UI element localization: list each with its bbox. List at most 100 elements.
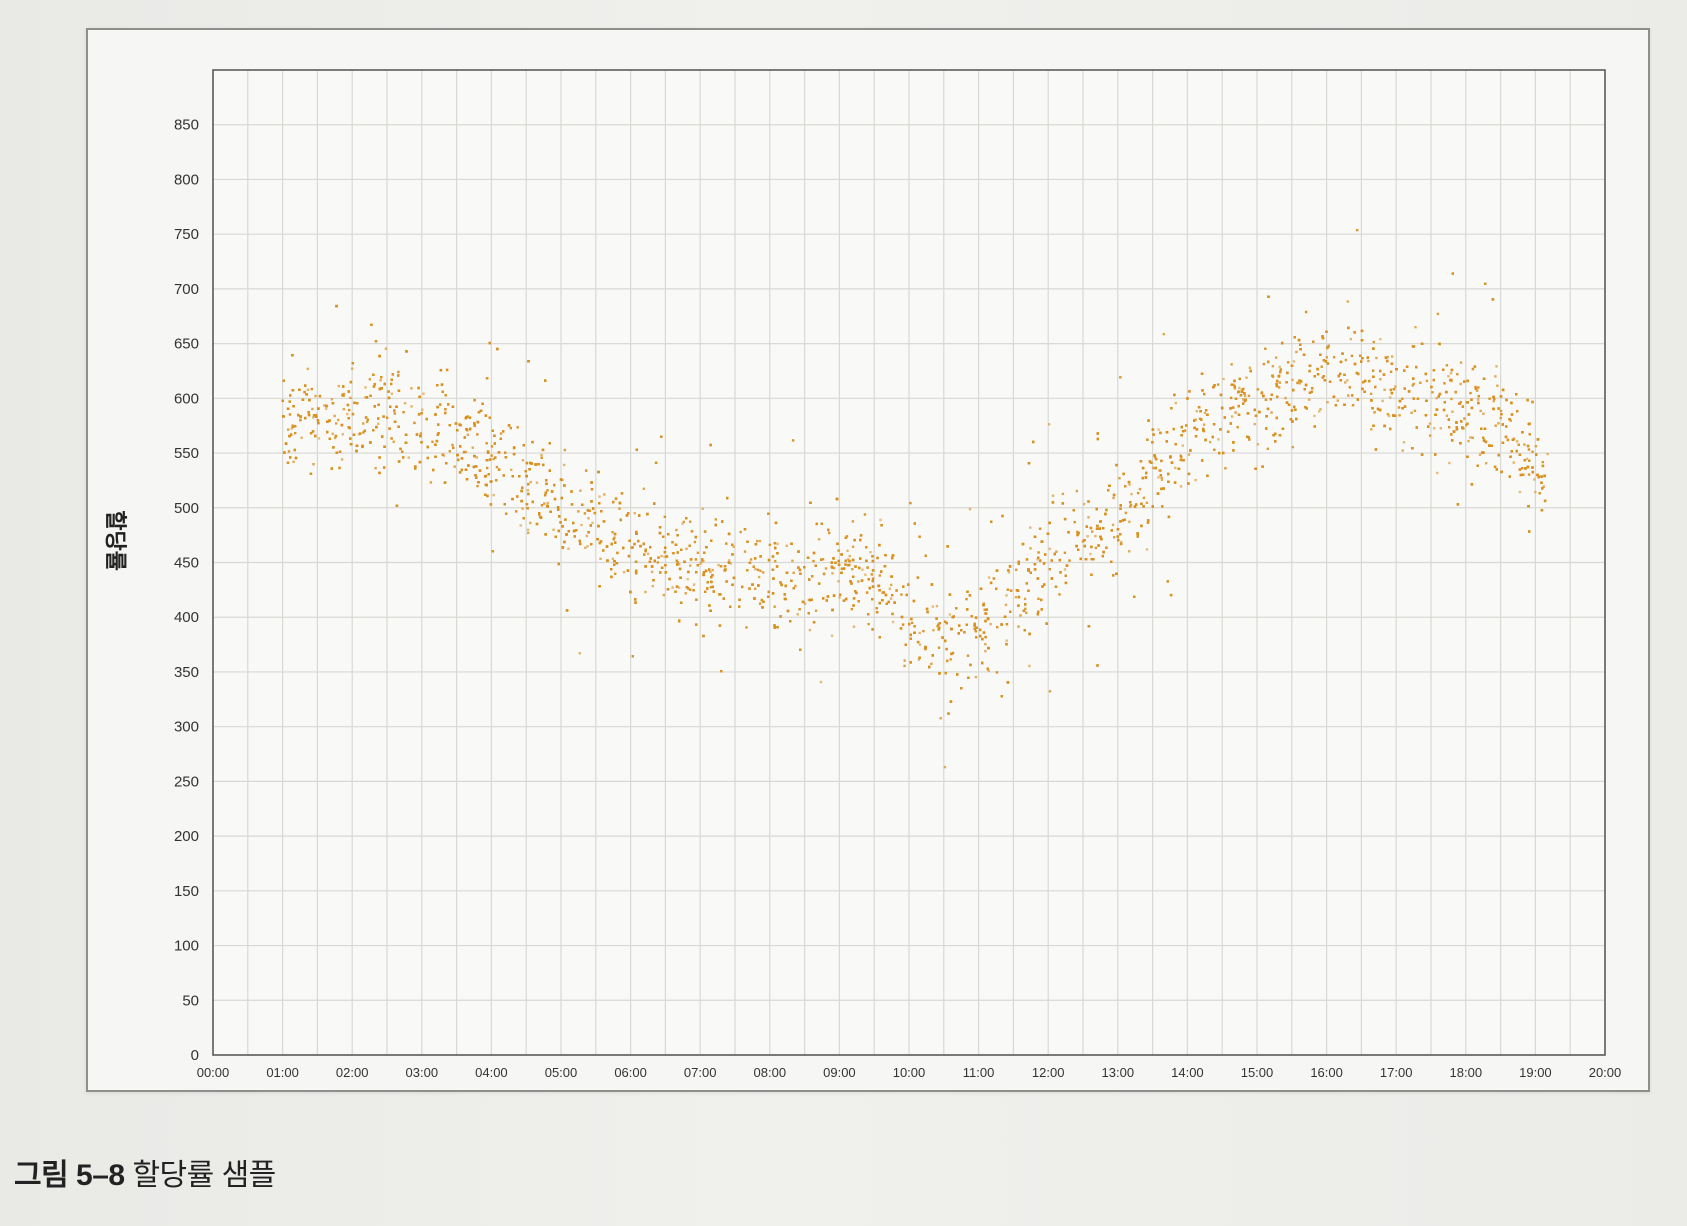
scatter-point xyxy=(1266,407,1270,411)
scatter-point xyxy=(916,640,920,644)
scatter-point xyxy=(1308,364,1312,367)
scatter-point xyxy=(1371,369,1375,372)
scatter-point xyxy=(676,563,679,566)
scatter-point xyxy=(374,340,378,343)
scatter-point xyxy=(683,560,686,563)
scatter-point xyxy=(1369,392,1373,395)
scatter-point xyxy=(918,631,921,635)
scatter-point xyxy=(1003,615,1007,618)
scatter-point xyxy=(1187,453,1191,456)
scatter-point xyxy=(1248,438,1251,441)
scatter-point xyxy=(1170,461,1174,464)
scatter-point xyxy=(662,593,665,597)
scatter-point xyxy=(1459,401,1462,404)
scatter-point xyxy=(328,419,331,422)
scatter-point xyxy=(1455,426,1458,429)
scatter-point xyxy=(612,500,615,504)
scatter-point xyxy=(960,687,963,690)
scatter-point xyxy=(851,568,854,571)
scatter-point xyxy=(346,412,349,416)
scatter-point xyxy=(476,484,479,488)
scatter-point xyxy=(767,590,770,594)
scatter-point xyxy=(880,524,883,527)
scatter-point xyxy=(598,541,601,545)
scatter-point xyxy=(1055,550,1058,553)
scatter-point xyxy=(1253,422,1256,426)
scatter-point xyxy=(1455,428,1459,431)
scatter-point xyxy=(633,512,636,515)
scatter-point xyxy=(986,667,989,671)
scatter-point xyxy=(338,466,341,470)
scatter-point xyxy=(614,572,617,575)
scatter-point xyxy=(1501,441,1505,444)
scatter-point xyxy=(859,538,862,542)
scatter-point xyxy=(926,610,929,614)
scatter-point xyxy=(332,446,335,449)
scatter-point xyxy=(1063,551,1067,554)
scatter-point xyxy=(837,580,840,583)
scatter-point xyxy=(510,468,513,471)
scatter-point xyxy=(1360,360,1363,363)
scatter-point xyxy=(443,481,447,484)
scatter-point xyxy=(1398,399,1402,403)
scatter-point xyxy=(938,622,941,625)
scatter-point xyxy=(1477,386,1480,389)
scatter-point xyxy=(1287,403,1291,406)
scatter-point xyxy=(1267,295,1270,298)
scatter-point xyxy=(678,619,681,622)
scatter-point xyxy=(458,423,461,426)
scatter-point xyxy=(1248,366,1252,369)
scatter-point xyxy=(1492,400,1495,403)
scatter-point xyxy=(1447,418,1450,421)
scatter-point xyxy=(935,604,939,608)
scatter-point xyxy=(676,561,680,564)
scatter-point xyxy=(314,394,317,398)
scatter-point xyxy=(1099,535,1102,539)
scatter-point xyxy=(1343,403,1346,406)
scatter-point xyxy=(995,671,999,674)
scatter-point xyxy=(473,398,476,402)
scatter-point xyxy=(1284,396,1287,400)
scatter-point xyxy=(613,536,616,539)
scatter-point xyxy=(598,495,601,498)
scatter-point xyxy=(1528,433,1531,436)
scatter-point xyxy=(369,394,372,397)
scatter-point xyxy=(1332,356,1336,359)
scatter-point xyxy=(436,405,439,409)
scatter-point xyxy=(1040,598,1043,602)
scatter-point xyxy=(1128,483,1131,486)
scatter-point xyxy=(1356,228,1359,232)
scatter-point xyxy=(650,570,654,574)
scatter-point xyxy=(596,538,599,541)
scatter-point xyxy=(1187,472,1191,476)
scatter-point xyxy=(1459,382,1462,386)
scatter-point xyxy=(1189,449,1192,452)
scatter-point xyxy=(1274,432,1277,436)
scatter-point xyxy=(1445,364,1449,367)
scatter-point xyxy=(460,457,464,460)
scatter-point xyxy=(522,517,525,520)
scatter-point xyxy=(1435,397,1438,400)
scatter-point xyxy=(657,556,660,559)
scatter-point xyxy=(314,414,318,417)
scatter-point xyxy=(1316,367,1319,371)
scatter-point xyxy=(1492,395,1495,399)
scatter-point xyxy=(417,413,421,416)
scatter-point xyxy=(1494,375,1497,378)
scatter-point xyxy=(1466,379,1469,383)
scatter-point xyxy=(1401,449,1404,452)
scatter-point xyxy=(282,379,285,382)
scatter-point xyxy=(1212,423,1216,426)
scatter-point xyxy=(457,458,460,462)
scatter-point xyxy=(293,448,296,452)
scatter-point xyxy=(1538,492,1541,495)
scatter-point xyxy=(1023,597,1027,601)
scatter-point xyxy=(488,416,491,419)
scatter-point xyxy=(857,600,860,603)
scatter-point xyxy=(1027,569,1030,572)
scatter-point xyxy=(1484,440,1488,444)
scatter-point xyxy=(1528,459,1531,462)
scatter-point xyxy=(1402,441,1406,444)
scatter-point xyxy=(1005,643,1008,646)
scatter-point xyxy=(1346,300,1349,303)
